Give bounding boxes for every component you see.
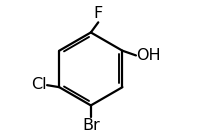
Text: F: F <box>94 6 103 21</box>
Text: Br: Br <box>82 118 100 133</box>
Text: OH: OH <box>137 48 161 63</box>
Text: Cl: Cl <box>31 77 46 92</box>
